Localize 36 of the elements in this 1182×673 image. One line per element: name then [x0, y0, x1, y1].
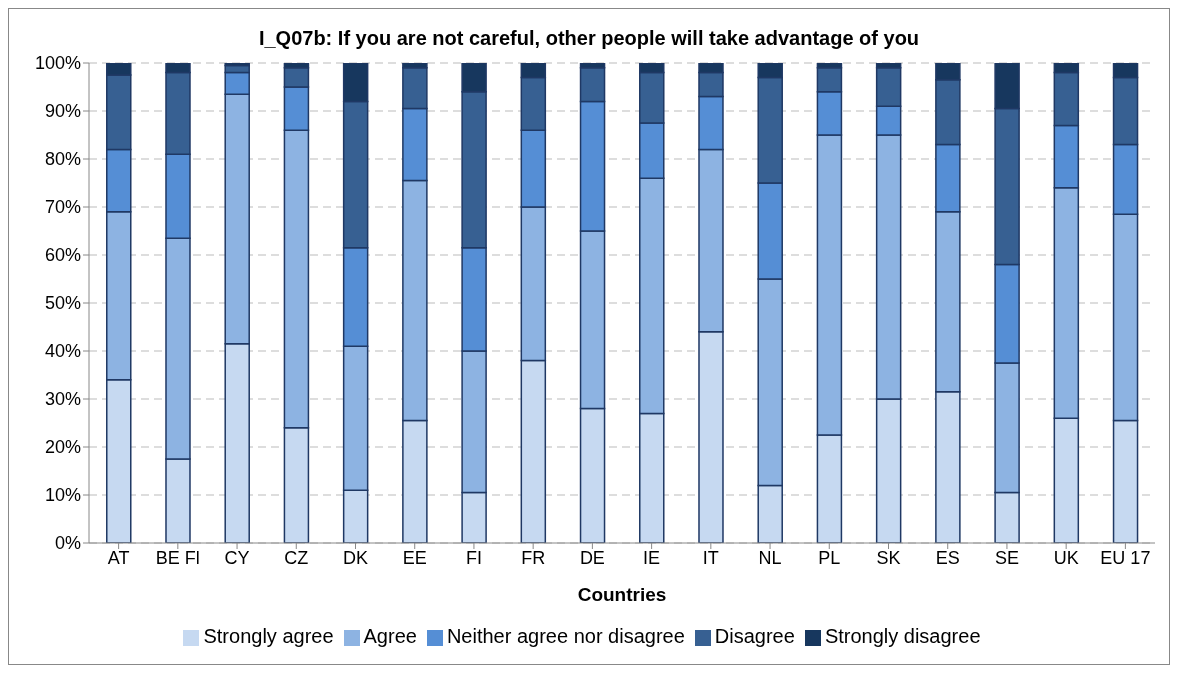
y-tick-label: 60%	[44, 245, 81, 266]
x-tick-label: ES	[935, 547, 960, 568]
x-tick-label: CY	[224, 547, 250, 568]
x-tick-label: AT	[107, 547, 130, 568]
y-tick-label: 30%	[44, 389, 81, 410]
x-tick-label: DE	[579, 547, 605, 568]
legend-label: Agree	[363, 625, 417, 647]
y-tick-label: 70%	[44, 197, 81, 218]
y-tick-label: 0%	[54, 533, 81, 554]
x-tick-label: IT	[702, 547, 719, 568]
y-tick-label: 20%	[44, 437, 81, 458]
x-tick-label: CZ	[284, 547, 309, 568]
x-tick-label: DK	[342, 547, 369, 568]
y-tick-label: 10%	[44, 485, 81, 506]
x-tick-label: IE	[643, 547, 661, 568]
x-tick-label: PL	[818, 547, 841, 568]
legend-label: Disagree	[714, 625, 795, 647]
x-tick-label: EE	[402, 547, 427, 568]
y-tick-label: 80%	[44, 149, 81, 170]
legend-label: Strongly disagree	[824, 625, 981, 647]
x-tick-label: NL	[758, 547, 782, 568]
x-tick-label: SE	[994, 547, 1019, 568]
x-tick-label: EU 17	[1100, 547, 1151, 568]
legend-label: Neither agree nor disagree	[446, 625, 685, 647]
x-tick-label: BE Fl	[155, 547, 200, 568]
x-tick-label: FI	[465, 547, 482, 568]
x-tick-label: SK	[876, 547, 901, 568]
y-tick-label: 50%	[44, 293, 81, 314]
y-tick-label: 100%	[34, 53, 81, 74]
y-tick-label: 90%	[44, 101, 81, 122]
x-axis-title: Countries	[577, 584, 667, 605]
x-tick-label: UK	[1053, 547, 1079, 568]
legend-label: Strongly agree	[203, 625, 334, 647]
y-tick-label: 40%	[44, 341, 81, 362]
chart-title: I_Q07b: If you are not careful, other people will take advantage of you	[257, 26, 921, 51]
x-tick-label: FR	[521, 547, 546, 568]
